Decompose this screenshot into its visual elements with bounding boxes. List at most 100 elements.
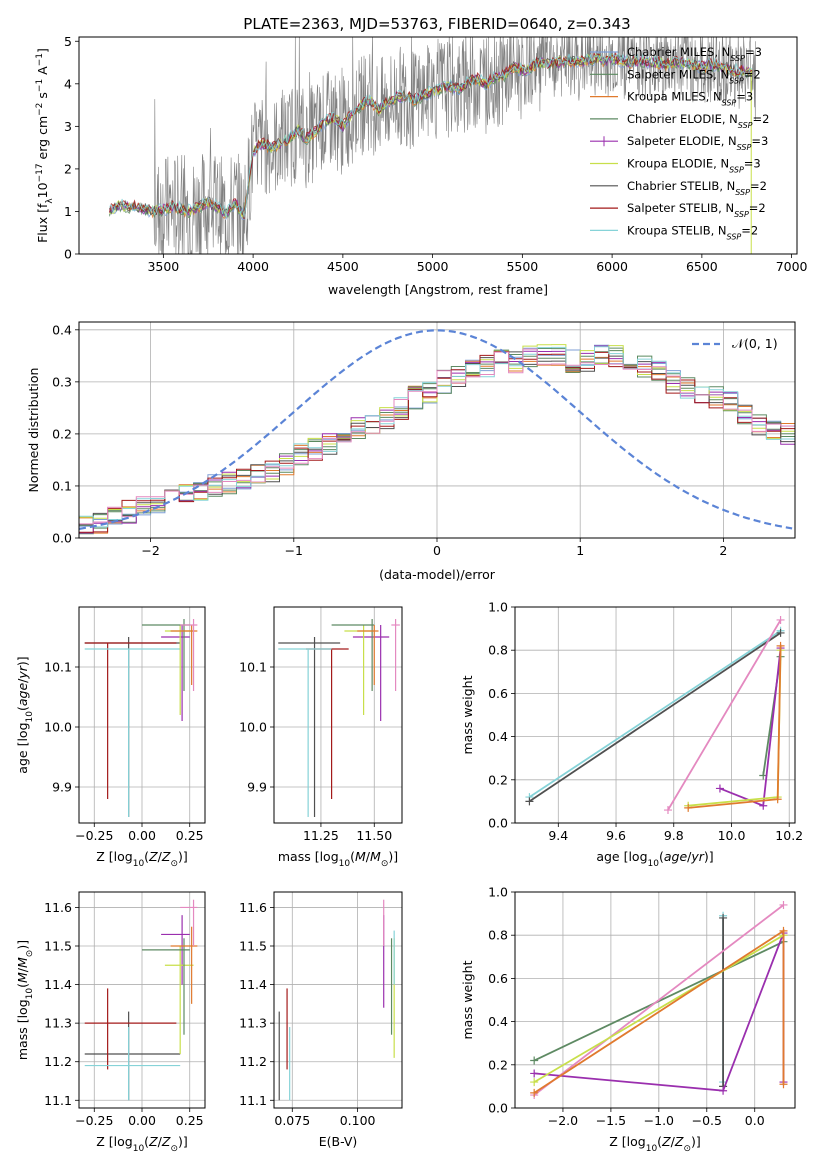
y-tick-label: 10.0 [239, 720, 267, 735]
plot-area [525, 615, 785, 815]
x-tick-label: 6000 [596, 259, 628, 274]
y-tick-label: 11.5 [44, 939, 72, 954]
x-tick-label: 0 [433, 543, 441, 558]
y-tick-label: 11.4 [239, 977, 267, 992]
massweight-vs-age-panel: 9.4 9.6 9.8 10.0 10.2 0.0 0.2 0.4 0.6 0.8 1.0 age [… [460, 600, 803, 870]
mass-weight-marker [530, 1056, 539, 1065]
x-tick-label: −0.5 [692, 1113, 722, 1128]
y-axis-label: age [log10(age/yr)] [15, 656, 35, 773]
y-tick-label: 0.1 [52, 478, 72, 493]
residual-histogram [79, 348, 795, 535]
x-tick-label: 0.00 [128, 828, 156, 843]
y-tick-label: 9.9 [247, 780, 267, 795]
legend-label: Chabrier MILES, NSSP=3 [627, 45, 762, 63]
y-tick-label: 11.1 [239, 1093, 267, 1108]
age-vs-mass-panel: 11.25 11.50 9.9 10.0 10.1 mass [log10(M/M⊙)] [239, 606, 403, 869]
mass-weight-marker [776, 628, 785, 637]
x-tick-label: 11.25 [303, 828, 339, 843]
y-tick-label: 10.1 [239, 660, 267, 675]
mass-weight-line [533, 934, 784, 1083]
x-tick-label: −1.0 [644, 1113, 674, 1128]
y-tick-label: 9.9 [52, 780, 72, 795]
mass-weight-marker [776, 615, 785, 624]
x-tick-label: 0.00 [128, 1113, 156, 1128]
y-axis-label: mass weight [460, 675, 475, 754]
y-tick-label: 10.0 [44, 720, 72, 735]
figure-title: PLATE=2363, MJD=53763, FIBERID=0640, z=0… [243, 15, 630, 33]
massweight-vs-metallicity-panel: −2.0 −1.5 −1.0 −0.5 0.0 0.0 0.2 0.4 0.6 0.8 1.0 Z [… [460, 885, 796, 1154]
spectrum-panel: Chabrier MILES, NSSP=3 Salpeter MILES, NS… [35, 34, 808, 297]
observed-spectrum [109, 37, 756, 254]
mass-weight-marker [779, 926, 788, 935]
y-tick-label: 0.8 [488, 643, 508, 658]
axes-frame [273, 606, 403, 824]
x-axis-label: wavelength [Angstrom, rest frame] [328, 282, 548, 297]
x-axis-label: (data-model)/error [379, 567, 496, 582]
plot-area [109, 37, 756, 254]
y-tick-label: 0.6 [488, 971, 508, 986]
x-tick-label: −1.5 [596, 1113, 626, 1128]
x-axis-label: mass [log10(M/M⊙)] [278, 849, 398, 869]
plot-area [79, 329, 795, 535]
y-tick-label: 11.3 [239, 1016, 267, 1031]
legend-label: Kroupa ELODIE, NSSP=3 [627, 157, 761, 175]
residual-histogram [79, 346, 795, 528]
residual-histogram [79, 345, 795, 534]
y-tick-label: 0.2 [488, 1057, 508, 1072]
x-tick-label: 6500 [686, 259, 718, 274]
mass-weight-marker [773, 795, 782, 804]
residual-histogram [79, 348, 795, 525]
mass-weight-line [528, 630, 782, 798]
mass-weight-marker [719, 1086, 728, 1095]
y-tick-label: 11.6 [239, 900, 267, 915]
y-tick-label: 0.8 [488, 928, 508, 943]
mass-weight-marker [779, 1080, 788, 1089]
legend-label: Chabrier ELODIE, NSSP=2 [627, 112, 769, 129]
y-tick-label: 1.0 [488, 885, 508, 900]
x-tick-label: 10.0 [718, 828, 746, 843]
mass-weight-marker [684, 803, 693, 812]
x-tick-label: 1 [576, 543, 584, 558]
axes-frame [514, 606, 796, 824]
y-tick-label: 11.2 [44, 1054, 72, 1069]
legend-label: Kroupa STELIB, NSSP=2 [627, 223, 758, 241]
mass-weight-marker [715, 784, 724, 793]
axes-frame [78, 36, 798, 255]
y-axis-label: mass weight [460, 960, 475, 1039]
y-axis-label: mass [log10(M/M⊙)] [15, 940, 35, 1060]
residual-histogram [79, 356, 795, 534]
axes-frame [273, 891, 403, 1109]
model-spectrum [109, 51, 753, 216]
y-tick-label: 0.2 [488, 772, 508, 787]
legend-label: Salpeter ELODIE, NSSP=3 [627, 134, 768, 152]
y-tick-label: 0.4 [488, 729, 508, 744]
y-tick-label: 0.2 [52, 426, 72, 441]
mass-vs-metallicity-panel: −0.25 0.00 0.25 11.1 11.2 11.3 11.4 11.5 11.6 Z [… [15, 891, 206, 1154]
legend-label: Kroupa MILES, NSSP=3 [627, 90, 753, 108]
x-tick-label: 0.075 [274, 1113, 310, 1128]
mass-weight-marker [759, 801, 768, 810]
x-axis-label: E(B-V) [319, 1134, 358, 1149]
legend-label: Salpeter STELIB, NSSP=2 [627, 201, 766, 219]
plot-area [530, 900, 788, 1100]
mass-weight-marker [530, 1078, 539, 1087]
x-tick-label: 0.100 [340, 1113, 376, 1128]
x-axis-label: Z [log10(Z/Z⊙)] [96, 1134, 188, 1154]
mass-weight-line [667, 619, 782, 811]
residual-histogram [79, 344, 795, 527]
x-tick-label: 4000 [237, 259, 269, 274]
residual-histogram [79, 351, 795, 533]
x-tick-label: 9.8 [664, 828, 684, 843]
x-tick-label: 11.50 [356, 828, 392, 843]
y-tick-label: 10.1 [44, 660, 72, 675]
plot-area [278, 619, 400, 817]
mass-weight-marker [719, 913, 728, 922]
y-tick-label: 11.5 [239, 939, 267, 954]
plot-area [84, 899, 198, 1101]
mass-weight-line [533, 904, 785, 1096]
y-tick-label: 11.4 [44, 977, 72, 992]
x-tick-label: 5000 [417, 259, 449, 274]
x-tick-label: 0.25 [176, 1113, 204, 1128]
x-tick-label: −1 [285, 543, 303, 558]
